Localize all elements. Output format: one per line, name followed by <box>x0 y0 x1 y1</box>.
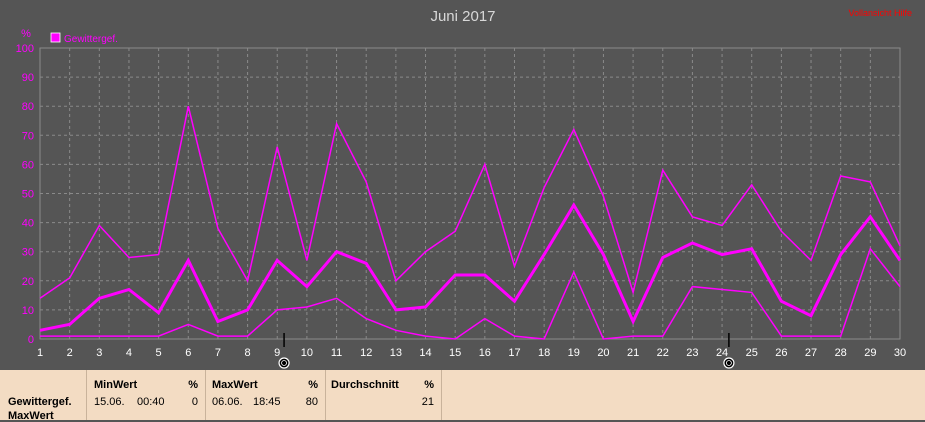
chart-title: Juni 2017 <box>430 8 495 25</box>
stats-avg-value: 21 <box>421 396 434 408</box>
x-tick-label: 25 <box>746 347 758 359</box>
stats-max-value: 80 <box>305 396 318 408</box>
x-tick-label: 6 <box>185 347 191 359</box>
x-tick-label: 14 <box>419 347 431 359</box>
x-tick-label: 1 <box>37 347 43 359</box>
y-axis-unit: % <box>21 28 31 40</box>
x-tick-label: 23 <box>686 347 698 359</box>
series-line-max <box>39 106 901 299</box>
chart: Juni 2017 Vollansicht Hilfe % Gewitterge… <box>16 8 912 369</box>
stats-row-label-2: MaxWert <box>8 410 54 422</box>
series-line-min <box>40 247 901 340</box>
x-tick-label: 7 <box>215 347 221 359</box>
x-tick-label: 22 <box>657 347 669 359</box>
stats-avg-title: Durchschnitt <box>331 379 399 391</box>
y-tick-label: 80 <box>22 101 34 113</box>
stats-panel: Gewittergef. MaxWert MinWert % 15.06. 00… <box>0 370 925 422</box>
x-tick-label: 8 <box>245 347 251 359</box>
legend-swatch <box>50 32 61 43</box>
full-moon-icon-inner <box>725 360 732 366</box>
y-tick-label: 100 <box>16 43 34 55</box>
x-tick-label: 12 <box>360 347 372 359</box>
x-tick-label: 16 <box>479 347 491 359</box>
full-moon-icon <box>723 357 735 369</box>
x-tick-label: 18 <box>538 347 550 359</box>
x-tick-label: 30 <box>894 347 906 359</box>
x-tick-label: 3 <box>96 347 102 359</box>
y-tick-label: 10 <box>22 305 34 317</box>
stats-max-date: 06.06. <box>212 396 243 408</box>
x-tick-label: 9 <box>274 347 280 359</box>
x-tick-label: 24 <box>716 347 728 359</box>
x-tick-label: 17 <box>508 347 520 359</box>
x-tick-label: 27 <box>805 347 817 359</box>
x-tick-label: 28 <box>835 347 847 359</box>
stats-min-time: 00:40 <box>137 396 165 408</box>
stats-max-unit: % <box>308 379 318 391</box>
stats-avg-unit: % <box>424 379 434 391</box>
stats-min-title: MinWert <box>94 379 138 391</box>
x-tick-label: 20 <box>597 347 609 359</box>
x-tick-label: 2 <box>67 347 73 359</box>
stats-min-cell: MinWert % 15.06. 00:40 0 <box>86 370 206 420</box>
y-tick-label: 30 <box>22 247 34 259</box>
series-line-avg <box>39 202 902 332</box>
stats-min-date: 15.06. <box>94 396 125 408</box>
y-tick-label: 60 <box>22 159 34 171</box>
stats-max-time: 18:45 <box>253 396 281 408</box>
stats-row-labels: Gewittergef. MaxWert <box>0 370 86 422</box>
stats-min-value: 0 <box>191 396 198 408</box>
moon-phase-icon <box>278 357 290 369</box>
x-tick-label: 26 <box>775 347 787 359</box>
x-tick-label: 21 <box>627 347 639 359</box>
y-tick-label: 90 <box>22 72 34 84</box>
stats-min-unit: % <box>188 379 198 391</box>
x-tick-label: 5 <box>156 347 162 359</box>
stats-max-title: MaxWert <box>212 379 258 391</box>
legend-label: Gewittergef. <box>64 34 118 45</box>
x-tick-label: 15 <box>449 347 461 359</box>
y-tick-label: 0 <box>28 334 34 346</box>
y-tick-label: 50 <box>22 189 34 201</box>
y-tick-label: 40 <box>22 218 34 230</box>
stats-row-label: Gewittergef. <box>8 396 72 408</box>
x-tick-label: 19 <box>568 347 580 359</box>
moon-phase-icon-inner <box>281 360 287 366</box>
stats-max-cell: MaxWert % 06.06. 18:45 80 <box>206 370 326 420</box>
corner-note[interactable]: Vollansicht Hilfe <box>848 8 912 18</box>
stats-avg-cell: Durchschnitt % 21 <box>326 370 442 420</box>
x-tick-label: 4 <box>126 347 132 359</box>
x-tick-label: 13 <box>390 347 402 359</box>
x-tick-label: 29 <box>864 347 876 359</box>
x-tick-label: 11 <box>331 347 342 359</box>
x-tick-label: 10 <box>301 347 313 359</box>
y-tick-label: 20 <box>22 276 34 288</box>
y-tick-label: 70 <box>22 130 34 142</box>
